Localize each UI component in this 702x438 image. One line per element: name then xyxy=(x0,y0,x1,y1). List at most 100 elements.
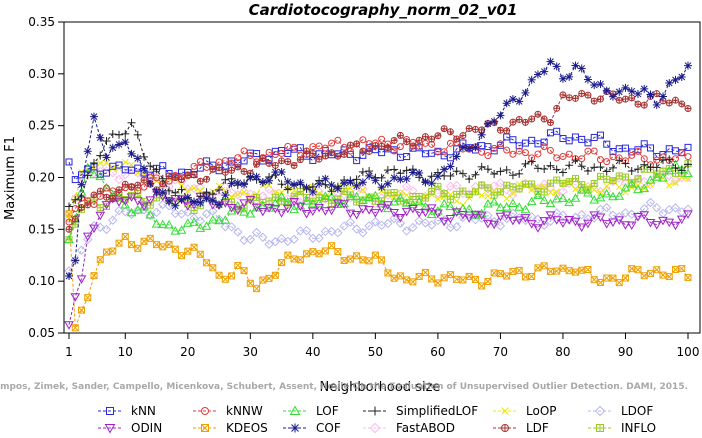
data-point xyxy=(309,150,317,158)
data-point xyxy=(640,84,649,93)
data-point xyxy=(177,185,186,194)
data-point xyxy=(96,151,105,160)
data-point xyxy=(139,202,149,211)
legend-marker xyxy=(370,406,380,416)
data-point xyxy=(545,198,556,208)
data-point xyxy=(201,221,212,230)
data-point xyxy=(584,139,592,147)
data-point xyxy=(153,174,161,182)
legend-label: LOF xyxy=(316,404,339,418)
data-point xyxy=(395,193,406,202)
data-point xyxy=(514,216,525,225)
data-point xyxy=(433,172,442,181)
data-point xyxy=(426,220,437,230)
data-point xyxy=(622,188,629,196)
data-point xyxy=(134,244,142,252)
data-point xyxy=(576,223,587,233)
series-layer xyxy=(64,57,693,332)
data-point xyxy=(678,149,686,157)
data-point xyxy=(540,138,548,146)
data-point xyxy=(564,215,575,225)
data-point xyxy=(634,100,642,108)
data-point xyxy=(277,167,286,176)
data-point xyxy=(621,144,629,152)
data-point xyxy=(446,154,454,162)
data-point xyxy=(478,148,486,156)
data-point xyxy=(564,197,575,207)
data-point xyxy=(358,178,367,187)
data-point xyxy=(440,190,448,198)
data-point xyxy=(403,153,411,161)
legend-label: kNNW xyxy=(226,404,263,418)
data-point xyxy=(658,92,667,101)
data-point xyxy=(496,167,505,176)
data-point xyxy=(628,94,636,102)
data-point xyxy=(215,271,223,279)
data-point xyxy=(459,132,467,140)
data-point xyxy=(621,159,630,168)
data-point xyxy=(495,178,506,188)
data-point xyxy=(340,179,349,188)
series-ldf xyxy=(65,88,692,233)
data-point xyxy=(558,219,568,228)
data-point xyxy=(284,158,292,166)
data-point xyxy=(602,167,611,176)
data-point xyxy=(614,191,625,200)
data-point xyxy=(328,242,336,250)
data-point xyxy=(458,169,467,178)
data-point xyxy=(345,217,356,227)
data-point xyxy=(421,133,429,141)
data-point xyxy=(658,156,667,165)
data-point xyxy=(490,188,498,195)
data-point xyxy=(109,247,117,255)
data-point xyxy=(409,142,417,150)
data-point xyxy=(246,151,254,159)
data-point xyxy=(584,91,592,99)
data-point xyxy=(114,198,124,207)
data-point xyxy=(509,189,517,197)
data-point xyxy=(489,196,500,206)
x-axis: 1 10 20 30 40 50 60 70 80 90 100 xyxy=(65,333,699,359)
data-point xyxy=(76,245,87,255)
data-point xyxy=(259,155,267,163)
data-point xyxy=(133,154,142,163)
data-point xyxy=(120,197,131,206)
series-kdeos xyxy=(65,210,692,332)
data-point xyxy=(640,101,648,109)
data-point xyxy=(527,157,536,166)
data-point xyxy=(359,147,367,155)
data-point xyxy=(509,150,517,158)
data-point xyxy=(439,198,450,208)
data-point xyxy=(596,95,604,103)
legend-marker xyxy=(290,423,300,433)
data-point xyxy=(121,138,130,147)
data-point xyxy=(271,161,279,169)
data-point xyxy=(121,232,129,240)
y-tick-label: 0.20 xyxy=(28,171,55,185)
data-point xyxy=(389,213,399,224)
data-point xyxy=(121,129,130,138)
data-point xyxy=(102,153,111,162)
data-point xyxy=(683,204,693,214)
data-point xyxy=(453,135,461,143)
legend-marker xyxy=(289,405,301,415)
data-point xyxy=(327,181,336,190)
data-point xyxy=(358,228,368,238)
data-point xyxy=(95,211,106,221)
data-point xyxy=(528,180,536,188)
data-point xyxy=(128,241,136,249)
data-point xyxy=(401,207,412,217)
data-point xyxy=(570,217,581,227)
data-point xyxy=(395,218,406,228)
data-point xyxy=(196,250,204,258)
data-point xyxy=(484,192,492,200)
data-point xyxy=(95,166,105,177)
data-point xyxy=(672,179,679,187)
data-point xyxy=(408,168,417,177)
data-point xyxy=(140,164,149,173)
legend-item-loop: LoOP xyxy=(493,404,557,418)
data-point xyxy=(390,165,399,174)
legend-item-simplifiedlof: SimplifiedLOF xyxy=(363,404,478,418)
data-point xyxy=(226,203,237,213)
data-point xyxy=(540,188,548,196)
